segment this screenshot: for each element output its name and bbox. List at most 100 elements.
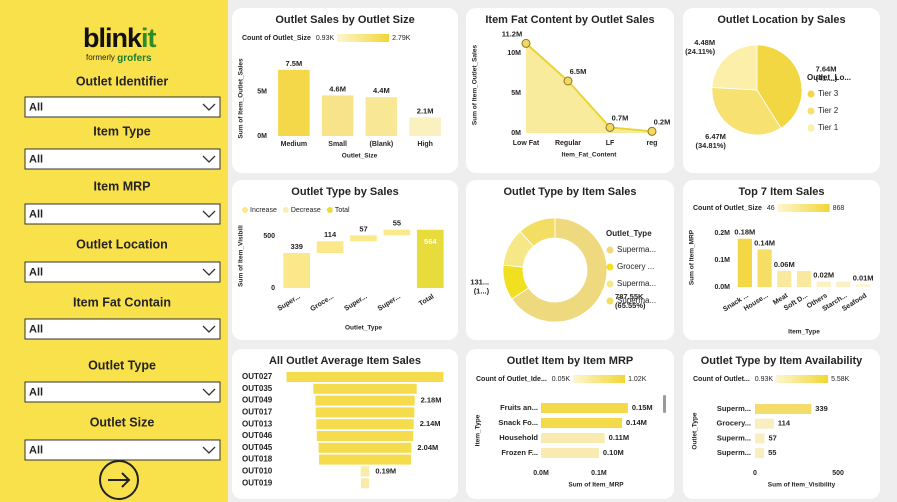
- dropdown-value[interactable]: All: [29, 444, 43, 456]
- dropdown-chevron[interactable]: [202, 210, 216, 218]
- category-label: Superm...: [717, 448, 751, 457]
- color-legend-min: 0.05K: [552, 376, 571, 383]
- dropdown-chevron[interactable]: [202, 325, 216, 333]
- filter-label: Outlet Size: [90, 415, 155, 429]
- x-axis-title: Item_Fat_Content: [562, 152, 618, 159]
- dropdown-box[interactable]: [24, 148, 221, 170]
- legend-swatch: [282, 207, 289, 213]
- x-tick-label: High: [417, 141, 433, 148]
- dropdown[interactable]: All: [24, 318, 221, 340]
- dropdown-chevron[interactable]: [202, 388, 216, 396]
- panel-background: [683, 349, 880, 499]
- dropdown-value[interactable]: All: [29, 153, 43, 165]
- category-label: OUT017: [242, 408, 273, 417]
- category-label: OUT027: [242, 372, 273, 381]
- chart-title: Outlet Type by Sales: [291, 186, 398, 198]
- dropdown-box[interactable]: [24, 203, 221, 225]
- color-legend-min: 0.93K: [316, 35, 335, 42]
- data-label: 0.10M: [603, 448, 624, 457]
- legend-title: Outlet_Lo...: [807, 73, 851, 82]
- sidebar: [0, 0, 228, 502]
- chart-title: Top 7 Item Sales: [739, 186, 825, 198]
- bar: [755, 404, 812, 414]
- dropdown-chevron[interactable]: [202, 446, 216, 454]
- data-label: 2.1M: [417, 106, 434, 115]
- category-label: Grocery...: [717, 419, 751, 428]
- tagline: formerly grofers: [86, 53, 152, 64]
- dropdown-box[interactable]: [24, 261, 221, 283]
- legend-swatch: [606, 280, 614, 288]
- funnel-bar: [286, 372, 444, 382]
- x-tick-label: Medium: [281, 141, 307, 148]
- y-tick-label: 0.0M: [714, 284, 730, 291]
- bar: [856, 284, 871, 287]
- bar: [541, 403, 628, 413]
- color-legend-gradient: [777, 204, 830, 212]
- data-label: 57: [768, 433, 776, 442]
- pct-label: (65.55%): [615, 301, 646, 310]
- pct-label: (24.11%): [685, 47, 716, 56]
- button-arrow[interactable]: [108, 472, 131, 488]
- total-label: 564: [424, 237, 437, 246]
- x-axis-title: Sum of Item_Visibility: [768, 482, 836, 489]
- data-label: 114: [778, 419, 791, 428]
- category-label: Superm...: [717, 404, 751, 413]
- pct-label: (34.81%): [696, 141, 727, 150]
- dropdown[interactable]: All: [24, 439, 221, 461]
- data-label: 114: [324, 230, 337, 239]
- dropdown-value[interactable]: All: [29, 323, 43, 335]
- data-label: 6.47M: [705, 132, 726, 141]
- dropdown-chevron[interactable]: [202, 103, 216, 111]
- dropdown-box[interactable]: [24, 439, 221, 461]
- dropdown-value[interactable]: All: [29, 101, 43, 113]
- tagline-text: formerly: [86, 53, 115, 62]
- dropdown[interactable]: All: [24, 381, 221, 403]
- bar: [350, 235, 377, 242]
- legend-swatch: [606, 263, 614, 271]
- bar: [316, 241, 344, 254]
- dropdown[interactable]: All: [24, 261, 221, 283]
- y-axis-title: Sum of Item_Outlet_Sales: [472, 45, 479, 126]
- category-label: Frozen F...: [501, 448, 538, 457]
- slice: [711, 87, 782, 136]
- dropdown[interactable]: All: [24, 203, 221, 225]
- y-tick-label: 0M: [511, 130, 521, 137]
- dropdown[interactable]: All: [24, 148, 221, 170]
- dropdown[interactable]: All: [24, 96, 221, 118]
- data-label: 0.18M: [734, 228, 755, 237]
- bar: [409, 117, 441, 136]
- y-tick-label: 0.1M: [714, 257, 730, 264]
- dropdown-box[interactable]: [24, 96, 221, 118]
- funnel-bar: [315, 395, 415, 406]
- y-axis-title: Outlet_Type: [692, 412, 699, 449]
- next-button[interactable]: [99, 460, 139, 500]
- legend-swatch: [242, 207, 248, 213]
- point: [647, 126, 657, 136]
- scrollbar-thumb: [663, 395, 666, 413]
- dropdown-box[interactable]: [24, 318, 221, 340]
- category-label: OUT018: [242, 455, 273, 464]
- bar: [777, 270, 792, 287]
- dropdown-chevron[interactable]: [202, 155, 216, 163]
- y-tick-label: 5M: [511, 90, 521, 97]
- pct-label: (41....): [816, 74, 838, 83]
- data-label: 0.19M: [375, 466, 396, 475]
- dropdown-value[interactable]: All: [29, 386, 43, 398]
- funnel-bar: [319, 454, 411, 465]
- y-axis-title: Item_Type: [475, 414, 482, 446]
- data-label: 0.02M: [813, 271, 834, 280]
- bar: [541, 418, 623, 428]
- data-label: 0.7M: [612, 113, 629, 122]
- dropdown-value[interactable]: All: [29, 266, 43, 278]
- logo-right: it: [141, 23, 157, 53]
- dropdown-value[interactable]: All: [29, 208, 43, 220]
- chart-panel: Item Fat Content by Outlet Sales 11.2M Low…: [466, 8, 674, 173]
- button-circle[interactable]: [99, 460, 139, 500]
- dropdown-box[interactable]: [24, 381, 221, 403]
- area-fill: [526, 43, 652, 133]
- dropdown-chevron[interactable]: [202, 268, 216, 276]
- total-bar: [416, 229, 444, 288]
- bar: [755, 448, 765, 459]
